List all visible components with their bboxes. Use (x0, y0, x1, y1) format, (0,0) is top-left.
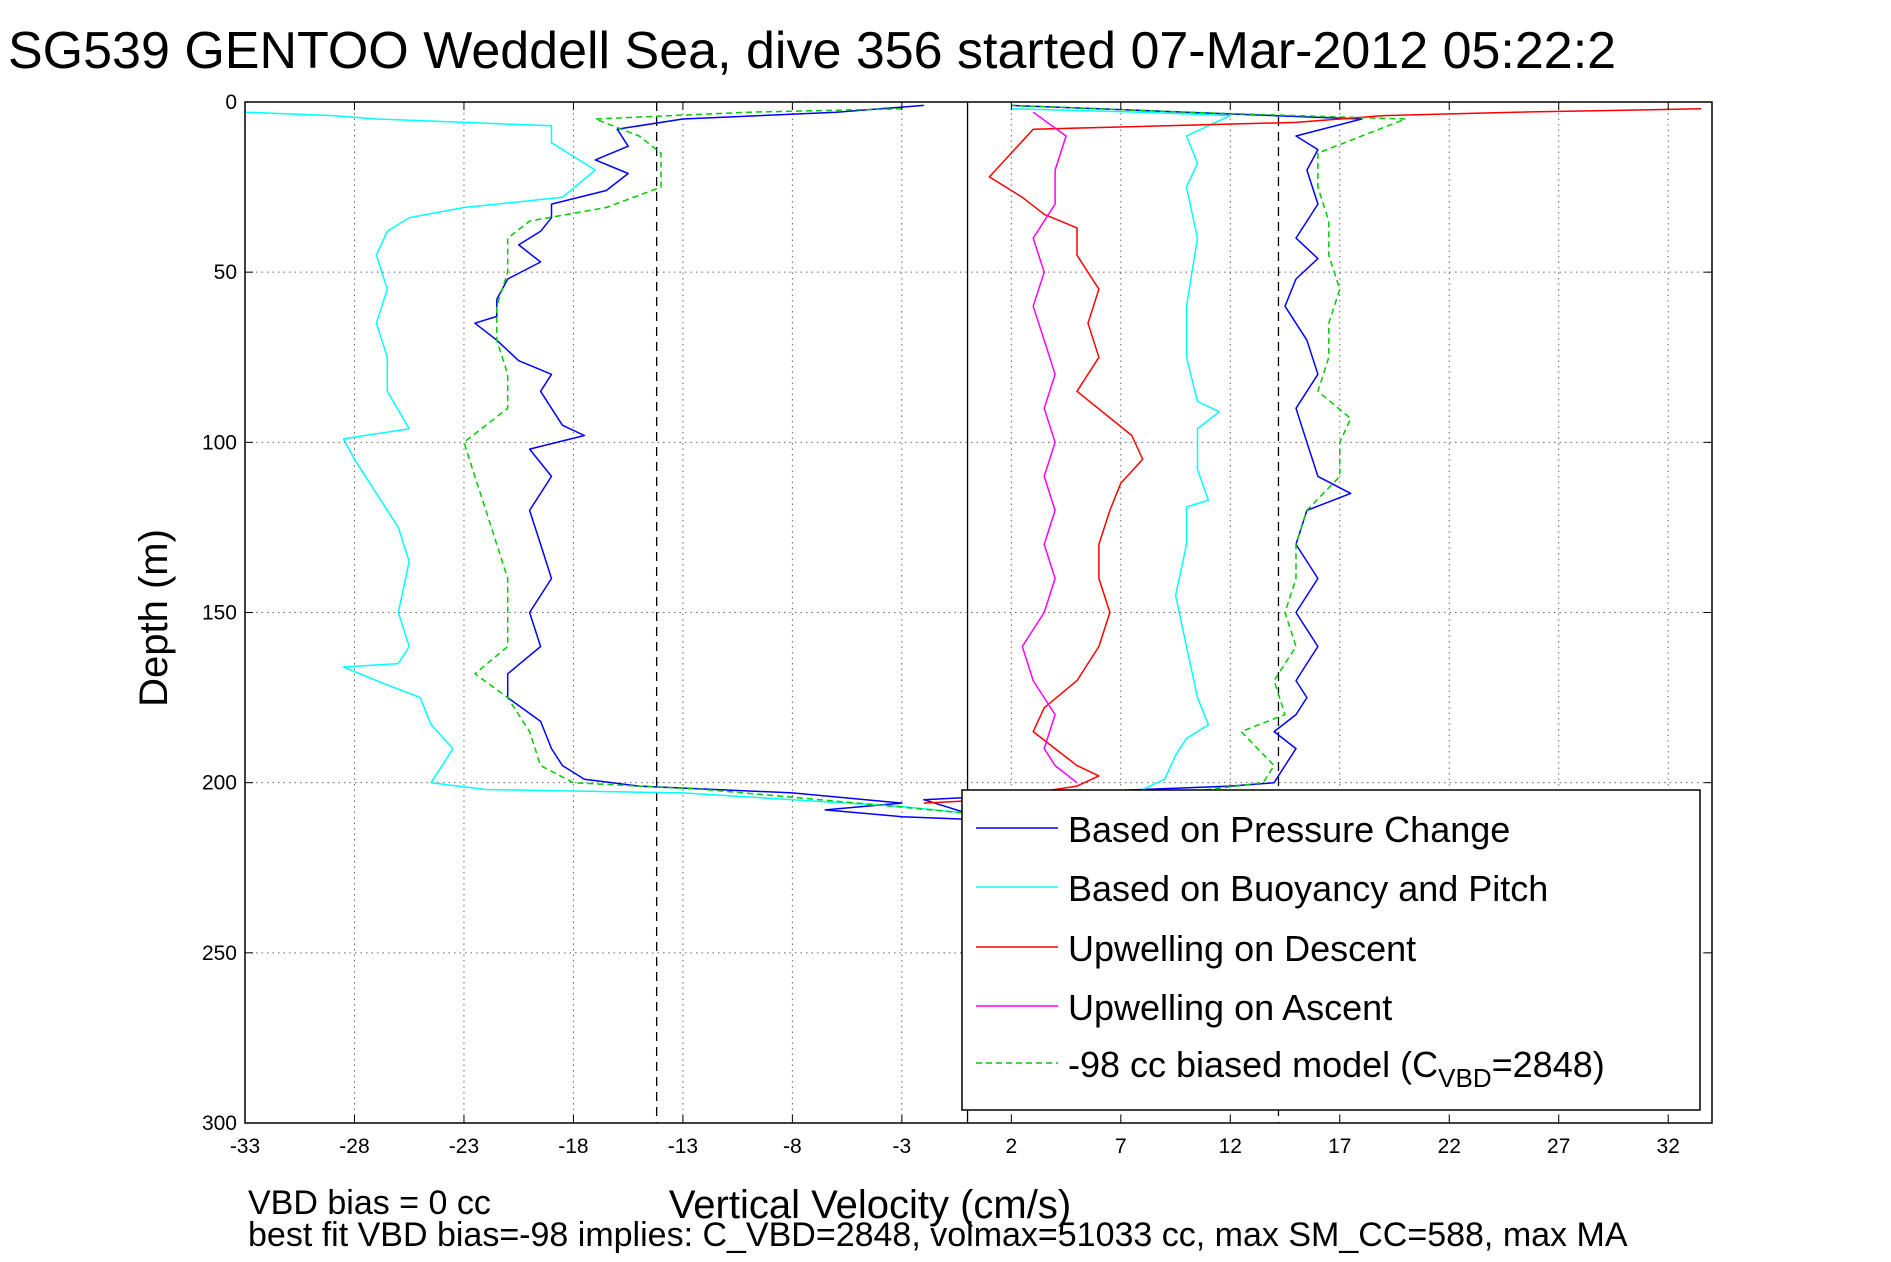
x-tick-label: -13 (668, 1135, 698, 1158)
x-tick-label: 27 (1547, 1135, 1570, 1158)
y-tick-label: 250 (202, 942, 237, 965)
series-line-2 (923, 108, 1702, 804)
legend-label-3: Upwelling on Ascent (1068, 987, 1392, 1028)
x-tick-label: -3 (893, 1135, 912, 1158)
x-tick-label: -33 (230, 1135, 260, 1158)
legend: Based on Pressure Change Based on Buoyanc… (961, 789, 1701, 1111)
legend-box (961, 789, 1701, 1111)
chart-title: SG539 GENTOO Weddell Sea, dive 356 start… (8, 22, 1616, 80)
x-tick-label: -23 (449, 1135, 479, 1158)
legend-label-2: Upwelling on Descent (1068, 928, 1416, 969)
series-line-3 (1021, 111, 1078, 784)
x-axis-label: Vertical Velocity (cm/s) (669, 1183, 1071, 1227)
x-tick-label: 32 (1657, 1135, 1680, 1158)
legend-label-1: Based on Buoyancy and Pitch (1068, 868, 1548, 909)
legend-label-0: Based on Pressure Change (1068, 809, 1510, 850)
series-line-1 (244, 108, 1232, 818)
series-line-4 (463, 104, 1407, 815)
x-tick-label: -8 (783, 1135, 802, 1158)
x-tick-label: 17 (1328, 1135, 1351, 1158)
footer-line-2: best fit VBD bias=-98 implies: C_VBD=284… (248, 1216, 1628, 1254)
legend-label-4: -98 cc biased model (CVBD=2848) (1068, 1044, 1605, 1093)
axes: -33 -28 -23 -18 -13 -8 -3 2 7 12 17 22 27 32050100150… (202, 91, 1713, 1158)
y-tick-label: 200 (202, 772, 237, 795)
x-tick-label: -28 (339, 1135, 369, 1158)
x-tick-label: -18 (558, 1135, 588, 1158)
y-tick-label: 0 (225, 91, 237, 114)
y-tick-label: 300 (202, 1112, 237, 1135)
x-tick-label: 22 (1438, 1135, 1461, 1158)
footer-line-1: VBD bias = 0 cc (248, 1184, 491, 1222)
series-layer (244, 104, 1702, 821)
y-axis-label: Depth (m) (132, 529, 176, 707)
y-tick-label: 150 (202, 602, 237, 625)
x-tick-label: 7 (1115, 1135, 1127, 1158)
x-tick-label: 2 (1005, 1135, 1017, 1158)
y-tick-label: 50 (214, 261, 237, 284)
y-tick-label: 100 (202, 431, 237, 454)
series-line-0 (474, 104, 1363, 821)
x-tick-label: 12 (1219, 1135, 1242, 1158)
